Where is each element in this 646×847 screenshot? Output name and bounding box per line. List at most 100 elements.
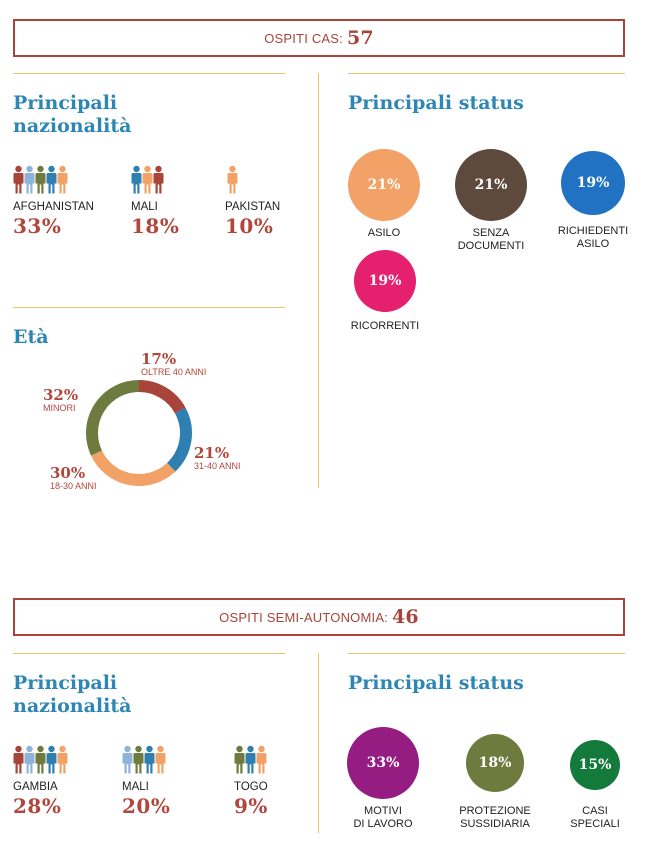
nationality-label: MALI xyxy=(131,201,158,213)
nationality-label: GAMBIA xyxy=(13,781,58,793)
age-donut-chart xyxy=(86,380,192,486)
status-heading: Principali status xyxy=(348,672,524,694)
person-icon xyxy=(245,745,256,774)
people-icons xyxy=(13,745,123,775)
status-circle: 18% xyxy=(466,734,524,792)
nationality-percent: 28% xyxy=(13,794,62,818)
age-label-over40: 17% OLTRE 40 ANNI xyxy=(141,350,206,377)
status-ricorrenti: 19% RICORRENTI xyxy=(330,250,440,333)
person-icon xyxy=(133,745,144,774)
status-label: SENZA DOCUMENTI xyxy=(457,227,525,252)
people-icons xyxy=(131,165,241,195)
nationality-percent: 10% xyxy=(225,214,274,238)
people-icons xyxy=(122,745,232,775)
nationality-percent: 33% xyxy=(13,214,62,238)
age-percent: 30% xyxy=(50,464,86,482)
person-icon xyxy=(227,165,238,194)
person-icon xyxy=(234,745,245,774)
divider xyxy=(348,73,625,74)
person-icon xyxy=(153,165,164,194)
semi-autonomia-banner: OSPITI SEMI-AUTONOMIA: 46 xyxy=(13,598,625,636)
age-text: 31-40 ANNI xyxy=(194,461,241,471)
vertical-divider xyxy=(318,653,319,833)
cas-banner: OSPITI CAS: 57 xyxy=(13,19,625,57)
age-label-18-30: 30% 18-30 ANNI xyxy=(50,464,97,491)
people-icons xyxy=(234,745,344,775)
status-label: MOTIVI DI LAVORO xyxy=(353,805,413,830)
age-heading: Età xyxy=(13,326,49,348)
donut-segment-0 xyxy=(138,380,186,414)
status-casi-speciali: 15% CASI SPECIALI xyxy=(540,740,646,831)
nationality-afghanistan: AFGHANISTAN 33% xyxy=(13,165,123,238)
age-percent: 32% xyxy=(43,386,79,404)
person-icon xyxy=(144,745,155,774)
divider xyxy=(13,307,285,308)
status-senza-documenti: 21% SENZA DOCUMENTI xyxy=(436,149,546,253)
people-icons xyxy=(225,165,335,195)
people-icons xyxy=(13,165,123,195)
donut-segment-2 xyxy=(91,450,176,486)
person-icon xyxy=(57,745,68,774)
person-icon xyxy=(13,745,24,774)
cas-banner-label: OSPITI CAS: xyxy=(264,30,343,46)
nationality-pakistan: PAKISTAN 10% xyxy=(225,165,335,238)
nationality-togo: TOGO 9% xyxy=(234,745,344,818)
semi-autonomia-banner-value: 46 xyxy=(392,606,419,628)
status-motivi-di-lavoro: 33% MOTIVI DI LAVORO xyxy=(328,727,438,831)
status-label: CASI SPECIALI xyxy=(570,805,620,830)
status-circle: 15% xyxy=(570,740,620,790)
nationality-mali: MALI 18% xyxy=(131,165,241,238)
status-label: ASILO xyxy=(367,227,401,239)
vertical-divider xyxy=(318,73,319,488)
nationality-label: TOGO xyxy=(234,781,268,793)
status-circle: 19% xyxy=(561,151,625,215)
donut-segment-3 xyxy=(86,380,140,456)
status-circle: 33% xyxy=(347,727,419,799)
status-label: RICHIEDENTI ASILO xyxy=(557,225,629,250)
status-circle: 21% xyxy=(348,149,420,221)
status-heading: Principali status xyxy=(348,92,524,114)
semi-autonomia-banner-label: OSPITI SEMI-AUTONOMIA: xyxy=(219,609,388,625)
nationalities-heading: Principali nazionalità xyxy=(13,92,132,137)
person-icon xyxy=(57,165,68,194)
person-icon xyxy=(46,745,57,774)
nationality-percent: 18% xyxy=(131,214,180,238)
person-icon xyxy=(35,745,46,774)
nationality-percent: 20% xyxy=(122,794,171,818)
person-icon xyxy=(256,745,267,774)
person-icon xyxy=(35,165,46,194)
status-label: RICORRENTI xyxy=(350,320,420,332)
nationality-percent: 9% xyxy=(234,794,268,818)
person-icon xyxy=(13,165,24,194)
divider xyxy=(348,653,625,654)
divider xyxy=(13,73,285,74)
status-richiedenti-asilo: 19% RICHIEDENTI ASILO xyxy=(538,151,646,251)
person-icon xyxy=(24,165,35,194)
person-icon xyxy=(122,745,133,774)
cas-banner-value: 57 xyxy=(346,27,374,49)
nationalities-heading: Principali nazionalità xyxy=(13,672,132,717)
nationality-mali: MALI 20% xyxy=(122,745,232,818)
person-icon xyxy=(142,165,153,194)
divider xyxy=(13,653,285,654)
person-icon xyxy=(24,745,35,774)
donut-segment-1 xyxy=(166,407,192,472)
person-icon xyxy=(131,165,142,194)
nationality-label: AFGHANISTAN xyxy=(13,201,94,213)
status-label: PROTEZIONE SUSSIDIARIA xyxy=(459,805,531,830)
nationality-label: MALI xyxy=(122,781,149,793)
age-label-minori: 32% MINORI xyxy=(43,386,78,413)
status-circle: 19% xyxy=(354,250,416,312)
age-text: 18-30 ANNI xyxy=(50,481,97,491)
status-asilo: 21% ASILO xyxy=(329,149,439,240)
age-text: MINORI xyxy=(43,403,76,413)
status-protezione-sussidiaria: 18% PROTEZIONE SUSSIDIARIA xyxy=(440,734,550,831)
status-circle: 21% xyxy=(455,149,527,221)
person-icon xyxy=(155,745,166,774)
age-label-31-40: 21% 31-40 ANNI xyxy=(194,444,241,471)
age-percent: 21% xyxy=(194,444,230,462)
nationality-gambia: GAMBIA 28% xyxy=(13,745,123,818)
age-percent: 17% xyxy=(141,350,177,368)
age-text: OLTRE 40 ANNI xyxy=(141,367,207,377)
person-icon xyxy=(46,165,57,194)
